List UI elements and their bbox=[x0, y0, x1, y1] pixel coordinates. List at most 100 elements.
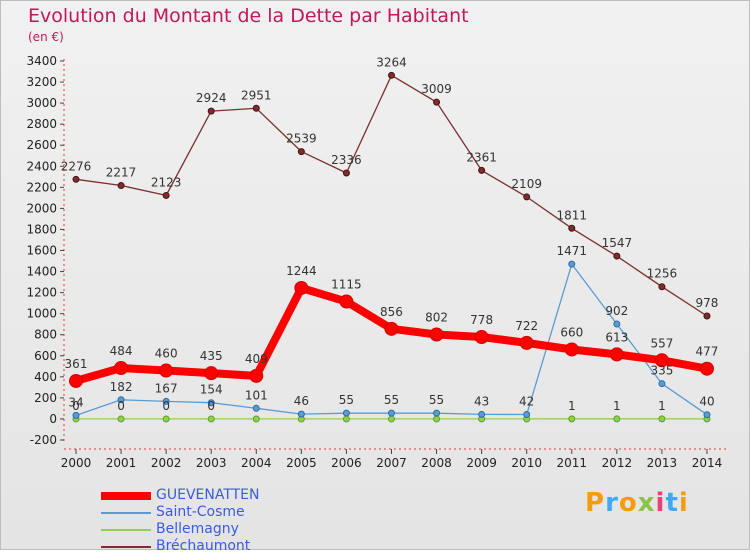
legend-swatch bbox=[101, 492, 151, 500]
y-tick-label: 3400 bbox=[26, 54, 57, 68]
legend-swatch bbox=[101, 529, 151, 531]
data-point-saint-cosme bbox=[569, 261, 575, 267]
data-point-guevenatten bbox=[160, 364, 173, 377]
data-point-bellemagny bbox=[388, 416, 394, 422]
data-label-guevenatten: 802 bbox=[425, 311, 448, 325]
data-point-bellemagny bbox=[208, 416, 214, 422]
data-label-bellemagny: 1 bbox=[613, 399, 621, 413]
x-tick-label: 2012 bbox=[602, 456, 633, 470]
data-point-bellemagny bbox=[659, 416, 665, 422]
x-tick-label: 2007 bbox=[376, 456, 407, 470]
y-tick-label: 1200 bbox=[26, 286, 57, 300]
y-tick-label: 2800 bbox=[26, 117, 57, 131]
x-tick-label: 2006 bbox=[331, 456, 362, 470]
data-point-br-chaumont bbox=[524, 194, 530, 200]
data-point-guevenatten bbox=[205, 367, 218, 380]
data-label-br-chaumont: 2276 bbox=[61, 159, 92, 173]
data-label-guevenatten: 660 bbox=[560, 325, 583, 339]
y-tick-label: 200 bbox=[34, 391, 57, 405]
data-point-guevenatten bbox=[700, 362, 713, 375]
data-label-br-chaumont: 978 bbox=[696, 296, 719, 310]
data-label-br-chaumont: 2336 bbox=[331, 153, 362, 167]
data-point-saint-cosme bbox=[659, 381, 665, 387]
logo-letter: i bbox=[656, 488, 666, 518]
y-tick-label: 3000 bbox=[26, 96, 57, 110]
data-label-guevenatten: 1115 bbox=[331, 278, 362, 292]
data-point-guevenatten bbox=[565, 343, 578, 356]
legend-swatch bbox=[101, 512, 151, 514]
data-label-guevenatten: 484 bbox=[110, 344, 133, 358]
data-point-guevenatten bbox=[115, 361, 128, 374]
y-tick-label: 2000 bbox=[26, 201, 57, 215]
data-label-guevenatten: 361 bbox=[65, 357, 88, 371]
data-label-br-chaumont: 1811 bbox=[556, 208, 587, 222]
data-point-saint-cosme bbox=[343, 410, 349, 416]
data-point-guevenatten bbox=[475, 331, 488, 344]
x-tick-label: 2010 bbox=[511, 456, 542, 470]
data-label-saint-cosme: 55 bbox=[339, 393, 354, 407]
data-point-bellemagny bbox=[118, 416, 124, 422]
data-point-saint-cosme bbox=[614, 321, 620, 327]
data-label-guevenatten: 856 bbox=[380, 305, 403, 319]
data-point-br-chaumont bbox=[614, 253, 620, 259]
data-point-saint-cosme bbox=[434, 410, 440, 416]
data-point-br-chaumont bbox=[388, 72, 394, 78]
data-label-saint-cosme: 43 bbox=[474, 394, 489, 408]
data-label-saint-cosme: 55 bbox=[429, 393, 444, 407]
y-tick-label: 400 bbox=[34, 370, 57, 384]
data-point-bellemagny bbox=[434, 416, 440, 422]
data-label-br-chaumont: 2539 bbox=[286, 132, 317, 146]
data-label-br-chaumont: 2109 bbox=[511, 177, 542, 191]
data-label-bellemagny: 1 bbox=[658, 399, 666, 413]
data-point-br-chaumont bbox=[208, 108, 214, 114]
data-label-guevenatten: 1244 bbox=[286, 264, 317, 278]
legend-label: Bellemagny bbox=[156, 521, 239, 538]
y-tick-label: 2600 bbox=[26, 138, 57, 152]
data-label-br-chaumont: 2924 bbox=[196, 91, 227, 105]
data-point-saint-cosme bbox=[253, 405, 259, 411]
x-tick-label: 2009 bbox=[466, 456, 497, 470]
data-label-bellemagny: 1 bbox=[568, 399, 576, 413]
x-tick-label: 2001 bbox=[106, 456, 137, 470]
data-point-saint-cosme bbox=[524, 412, 530, 418]
data-label-guevenatten: 778 bbox=[470, 313, 493, 327]
data-point-br-chaumont bbox=[343, 170, 349, 176]
logo-letter: P bbox=[585, 488, 605, 518]
data-point-saint-cosme bbox=[704, 412, 710, 418]
data-point-br-chaumont bbox=[163, 192, 169, 198]
data-point-bellemagny bbox=[569, 416, 575, 422]
x-tick-label: 2003 bbox=[196, 456, 227, 470]
series-line-br-chaumont bbox=[76, 75, 707, 316]
y-tick-label: 2200 bbox=[26, 180, 57, 194]
data-label-saint-cosme: 902 bbox=[605, 304, 628, 318]
data-label-saint-cosme: 46 bbox=[294, 394, 309, 408]
y-tick-label: -200 bbox=[30, 433, 57, 447]
y-tick-label: 1000 bbox=[26, 307, 57, 321]
data-label-saint-cosme: 42 bbox=[519, 395, 534, 409]
data-label-saint-cosme: 167 bbox=[155, 381, 178, 395]
data-point-br-chaumont bbox=[298, 149, 304, 155]
legend-label: Saint-Cosme bbox=[156, 504, 245, 521]
data-label-guevenatten: 435 bbox=[200, 349, 223, 363]
data-label-br-chaumont: 1547 bbox=[602, 236, 633, 250]
data-point-guevenatten bbox=[385, 322, 398, 335]
y-tick-label: 1600 bbox=[26, 244, 57, 258]
data-label-br-chaumont: 2217 bbox=[106, 166, 137, 180]
data-point-bellemagny bbox=[614, 416, 620, 422]
data-label-guevenatten: 409 bbox=[245, 352, 268, 366]
y-tick-label: 800 bbox=[34, 328, 57, 342]
data-label-guevenatten: 722 bbox=[515, 319, 538, 333]
x-tick-label: 2013 bbox=[647, 456, 678, 470]
x-tick-label: 2011 bbox=[556, 456, 587, 470]
data-point-saint-cosme bbox=[73, 412, 79, 418]
x-tick-label: 2005 bbox=[286, 456, 317, 470]
data-label-br-chaumont: 2361 bbox=[466, 150, 497, 164]
x-tick-label: 2004 bbox=[241, 456, 272, 470]
data-label-guevenatten: 557 bbox=[650, 336, 673, 350]
data-point-br-chaumont bbox=[659, 284, 665, 290]
data-label-br-chaumont: 1256 bbox=[647, 267, 678, 281]
data-label-br-chaumont: 2951 bbox=[241, 88, 272, 102]
y-tick-label: 1800 bbox=[26, 222, 57, 236]
